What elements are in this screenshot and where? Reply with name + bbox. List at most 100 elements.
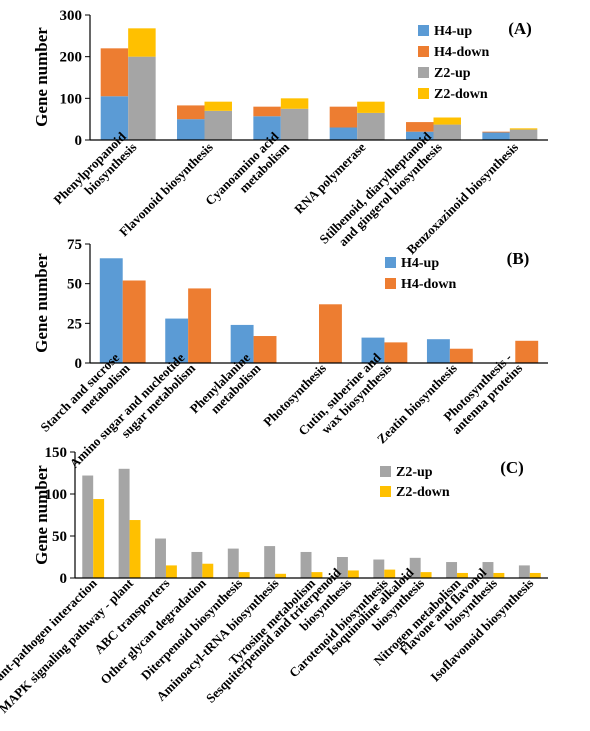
legend-label: H4-down xyxy=(401,277,456,292)
bar-h4-up-2 xyxy=(177,119,205,140)
y-axis-label: Gene number xyxy=(32,253,51,353)
panel-label: (B) xyxy=(507,249,530,268)
bar-h4-up-2 xyxy=(165,318,189,363)
bar-h4-up-3 xyxy=(230,324,254,363)
bar-z2-down-1 xyxy=(93,499,105,578)
bar-z2-down-4 xyxy=(357,101,385,113)
legend-swatch-h4-down xyxy=(385,278,396,289)
y-tick-label: 100 xyxy=(45,487,68,503)
legend: H4-up H4-down xyxy=(385,256,456,292)
bar-h4-down-1 xyxy=(122,280,146,363)
x-category-label-3: Cyanoamino acidmetabolism xyxy=(202,128,292,218)
legend-swatch-z2-up xyxy=(418,67,429,78)
bar-h4-up-1 xyxy=(99,258,123,363)
y-tick-label: 0 xyxy=(75,133,83,149)
bar-z2-down-10 xyxy=(420,572,432,578)
legend-label: H4-down xyxy=(434,45,489,60)
bar-z2-down-6 xyxy=(275,573,287,578)
bar-z2-down-12 xyxy=(493,572,505,578)
bar-z2-down-5 xyxy=(238,572,250,578)
bar-z2-up-3 xyxy=(280,108,309,140)
bar-h4-up-6 xyxy=(482,132,510,140)
bar-z2-up-11 xyxy=(446,562,458,578)
bar-z2-down-2 xyxy=(204,101,232,111)
legend-swatch-z2-down xyxy=(418,88,429,99)
bar-h4-up-4 xyxy=(329,127,358,140)
y-tick-label: 200 xyxy=(60,50,83,66)
bar-z2-down-11 xyxy=(457,572,468,578)
bar-z2-up-2 xyxy=(204,110,232,140)
bar-h4-up-6 xyxy=(426,339,450,363)
legend-swatch-z2-down xyxy=(380,486,391,497)
legend-label: Z2-up xyxy=(434,66,471,81)
bar-z2-up-5 xyxy=(433,124,461,140)
y-tick-label: 0 xyxy=(60,571,68,587)
bar-z2-up-1 xyxy=(128,56,156,140)
bars xyxy=(99,258,539,363)
bar-z2-down-3 xyxy=(165,565,177,578)
bar-z2-up-4 xyxy=(191,551,203,578)
y-tick-label: 100 xyxy=(60,91,83,107)
chart-panel-1: 0 100 200 300 Gene numberPhenylpropanoidbios… xyxy=(32,8,548,257)
bar-z2-up-6 xyxy=(509,129,538,140)
bar-h4-down-3 xyxy=(253,106,281,117)
legend-swatch-z2-up xyxy=(380,466,391,477)
bar-z2-up-6 xyxy=(264,546,276,578)
legend-swatch-h4-up xyxy=(385,257,396,268)
bars xyxy=(82,468,541,578)
bars xyxy=(100,28,538,140)
bar-h4-up-1 xyxy=(100,96,129,140)
bar-h4-down-2 xyxy=(177,105,205,120)
bar-z2-up-12 xyxy=(482,562,494,578)
panel-label: (C) xyxy=(500,458,524,477)
bar-h4-up-3 xyxy=(253,116,281,140)
bar-h4-down-5 xyxy=(406,122,434,132)
bar-z2-up-10 xyxy=(409,557,421,578)
panel-label: (A) xyxy=(508,19,532,38)
legend: Z2-up Z2-down xyxy=(380,465,450,500)
legend-label: Z2-up xyxy=(396,465,433,480)
bar-h4-down-5 xyxy=(384,342,408,363)
y-tick-label: 50 xyxy=(67,277,82,293)
bar-z2-up-4 xyxy=(357,112,385,140)
bar-z2-down-5 xyxy=(433,117,461,125)
bar-h4-down-2 xyxy=(188,288,212,363)
bar-z2-down-13 xyxy=(529,572,541,578)
legend-label: H4-up xyxy=(401,256,439,271)
y-tick-label: 0 xyxy=(75,356,83,372)
bar-z2-down-3 xyxy=(280,98,309,109)
bar-h4-down-6 xyxy=(449,348,473,363)
bar-h4-up-5 xyxy=(361,337,385,363)
legend: H4-up H4-down Z2-up Z2-down xyxy=(418,24,489,102)
bar-z2-up-2 xyxy=(118,468,130,578)
bar-z2-down-1 xyxy=(128,28,156,57)
bar-z2-up-1 xyxy=(82,475,94,578)
bar-h4-up-5 xyxy=(406,131,434,140)
bar-h4-down-1 xyxy=(100,48,129,97)
y-axis-label: Gene number xyxy=(32,465,51,565)
bar-h4-down-6 xyxy=(482,131,510,133)
bar-z2-down-4 xyxy=(202,563,214,578)
bar-z2-down-7 xyxy=(311,572,323,578)
y-tick-label: 50 xyxy=(52,529,67,545)
bar-z2-up-7 xyxy=(300,551,312,578)
bar-h4-down-3 xyxy=(253,336,277,363)
y-tick-label: 300 xyxy=(60,8,83,24)
y-tick-label: 25 xyxy=(67,316,82,332)
bar-z2-up-3 xyxy=(155,538,166,578)
bar-z2-up-13 xyxy=(518,565,530,578)
bar-h4-down-7 xyxy=(515,340,539,363)
bar-z2-up-8 xyxy=(336,557,348,578)
legend-swatch-h4-up xyxy=(418,25,429,36)
bar-z2-down-9 xyxy=(384,569,396,578)
bar-z2-up-5 xyxy=(227,548,239,578)
legend-label: Z2-down xyxy=(434,87,488,102)
bar-z2-down-2 xyxy=(129,520,141,578)
x-category-label-line: Stilbenoid, diarylheptanoid xyxy=(316,128,434,246)
y-tick-label: 150 xyxy=(45,445,68,461)
bar-z2-down-6 xyxy=(509,128,538,130)
y-axis-label: Gene number xyxy=(32,27,51,127)
